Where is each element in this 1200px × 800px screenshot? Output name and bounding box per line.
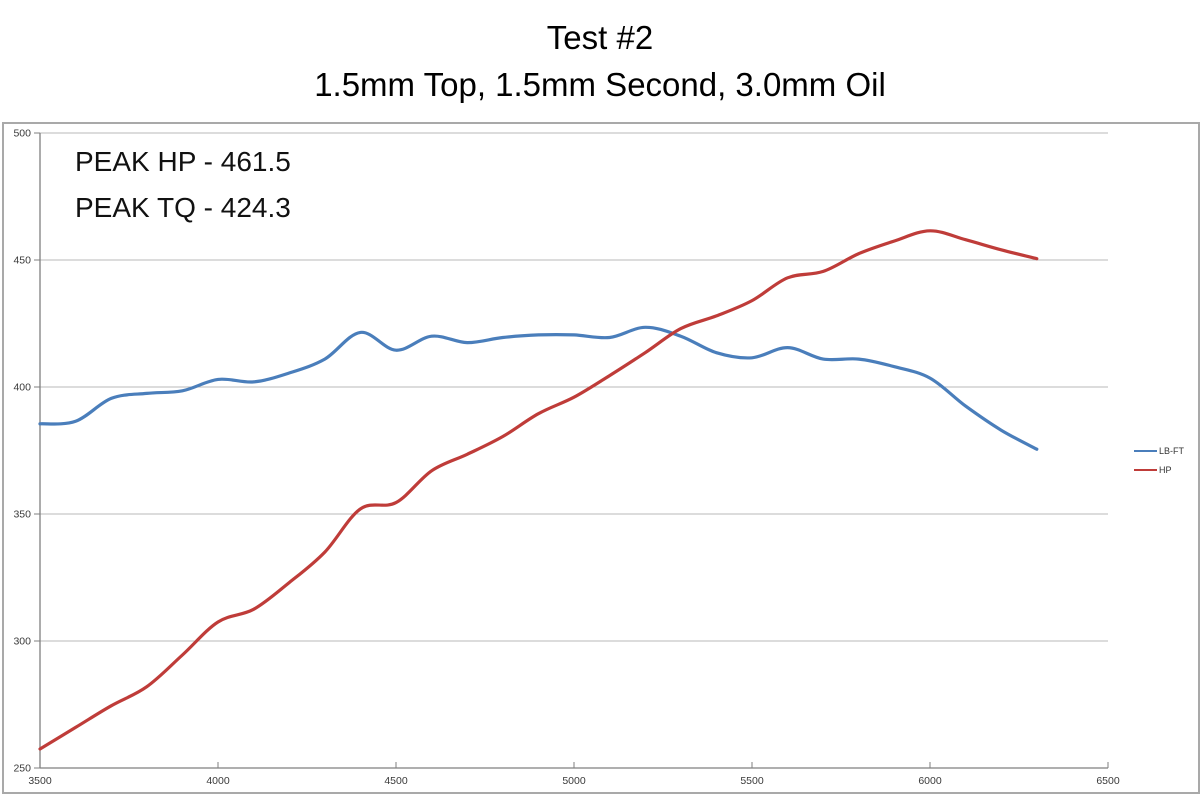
x-tick-label-4500: 4500 [384, 775, 408, 787]
plot-frame [2, 122, 1200, 794]
hp-line-swatch [1134, 468, 1157, 471]
y-tick-label-350: 350 [13, 509, 31, 521]
legend-label-lbft: LB-FT [1159, 445, 1185, 456]
x-tick-label-6500: 6500 [1096, 775, 1120, 787]
y-tick-label-300: 300 [13, 636, 31, 648]
legend-label-hp: HP [1159, 464, 1172, 475]
y-tick-label-400: 400 [13, 382, 31, 394]
series-line-lb-ft [38, 325, 1039, 451]
chart-title: Test #2 [546, 19, 654, 56]
legend-item-lbft: LB-FT [1134, 441, 1184, 460]
peak-tq-annotation: PEAK TQ - 424.3 [75, 192, 291, 223]
x-tick-label-5500: 5500 [740, 775, 764, 787]
x-tick-label-3500: 3500 [28, 775, 52, 787]
legend: LB-FT HP [1134, 441, 1184, 479]
series-line-hp [38, 229, 1039, 751]
y-tick-label-500: 500 [13, 128, 31, 140]
y-tick-label-250: 250 [13, 763, 31, 775]
y-tick-label-450: 450 [13, 255, 31, 267]
peak-hp-annotation: PEAK HP - 461.5 [75, 146, 291, 177]
peak-annotations: PEAK HP - 461.5 PEAK TQ - 424.3 [75, 139, 291, 231]
chart-subtitle: 1.5mm Top, 1.5mm Second, 3.0mm Oil [314, 66, 886, 103]
x-tick-label-4000: 4000 [206, 775, 230, 787]
x-tick-label-5000: 5000 [562, 775, 586, 787]
x-tick-label-6000: 6000 [918, 775, 942, 787]
chart-title-block: Test #2 1.5mm Top, 1.5mm Second, 3.0mm O… [0, 14, 1200, 108]
legend-item-hp: HP [1134, 460, 1184, 479]
lbft-line-swatch [1134, 449, 1157, 452]
